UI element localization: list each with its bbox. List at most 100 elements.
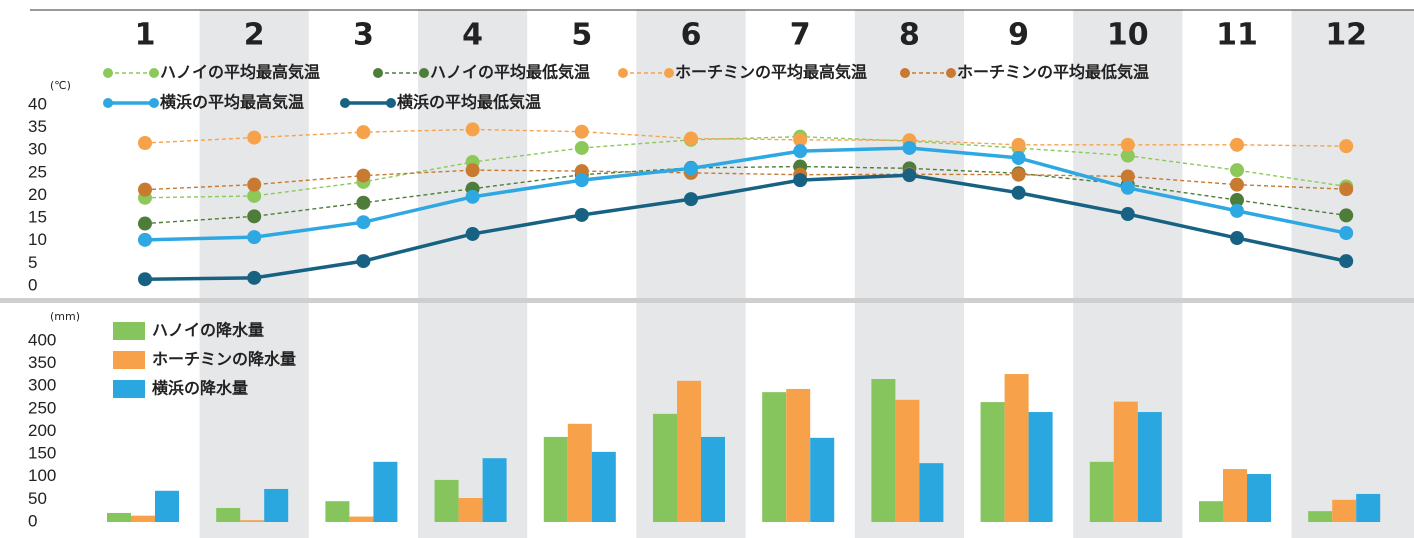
legend-swatch bbox=[113, 380, 145, 398]
month-label: 6 bbox=[681, 18, 702, 53]
point bbox=[138, 183, 152, 197]
point bbox=[1230, 138, 1244, 152]
month-label: 1 bbox=[135, 18, 156, 53]
point bbox=[684, 131, 698, 145]
y-tick-label: 15 bbox=[28, 208, 47, 227]
bar bbox=[107, 513, 131, 522]
chart: (℃) (mm) 1234567891011120510152025303540… bbox=[0, 0, 1414, 538]
y-tick-label: 35 bbox=[28, 117, 47, 136]
bar bbox=[325, 501, 349, 522]
y-tick-label: 350 bbox=[28, 353, 56, 372]
legend-marker bbox=[103, 68, 113, 78]
point bbox=[684, 192, 698, 206]
legend-label: ハノイの平均最高気温 bbox=[160, 63, 320, 82]
column-band bbox=[418, 10, 527, 538]
bar bbox=[435, 480, 459, 522]
point bbox=[575, 125, 589, 139]
bar bbox=[544, 437, 568, 522]
bar bbox=[701, 437, 725, 522]
bar bbox=[592, 452, 616, 522]
bar bbox=[871, 379, 895, 522]
bar bbox=[677, 381, 701, 522]
point bbox=[575, 141, 589, 155]
bar bbox=[1332, 500, 1356, 522]
point bbox=[1230, 178, 1244, 192]
legend-marker bbox=[149, 68, 159, 78]
legend-label: 横浜の平均最低気温 bbox=[397, 93, 541, 112]
y-tick-label: 400 bbox=[28, 330, 56, 349]
point bbox=[138, 272, 152, 286]
bar bbox=[240, 520, 264, 522]
legend-marker bbox=[149, 98, 159, 108]
point bbox=[356, 169, 370, 183]
point bbox=[466, 122, 480, 136]
bar bbox=[1090, 462, 1114, 522]
point bbox=[1012, 186, 1026, 200]
bar bbox=[653, 414, 677, 522]
bar bbox=[762, 392, 786, 522]
point bbox=[1339, 208, 1353, 222]
bar bbox=[1308, 511, 1332, 522]
month-label: 10 bbox=[1107, 18, 1149, 53]
month-label: 12 bbox=[1325, 18, 1367, 53]
y-tick-label: 0 bbox=[28, 275, 37, 294]
legend-label: ホーチミンの平均最低気温 bbox=[957, 63, 1149, 82]
point bbox=[1121, 138, 1135, 152]
y-tick-label: 30 bbox=[28, 140, 47, 159]
bar bbox=[1138, 412, 1162, 522]
bar bbox=[1223, 469, 1247, 522]
y-tick-label: 300 bbox=[28, 376, 56, 395]
bar bbox=[568, 424, 592, 522]
point bbox=[466, 163, 480, 177]
y-tick-label: 40 bbox=[28, 94, 47, 113]
legend-marker bbox=[340, 98, 350, 108]
legend-label: ホーチミンの降水量 bbox=[152, 350, 296, 369]
column-band bbox=[1292, 10, 1414, 538]
legend-swatch bbox=[113, 322, 145, 340]
point bbox=[902, 141, 916, 155]
y-axis-label: (mm) bbox=[50, 310, 80, 323]
bar bbox=[1356, 494, 1380, 522]
point bbox=[247, 178, 261, 192]
y-tick-label: 250 bbox=[28, 398, 56, 417]
legend-marker bbox=[900, 68, 910, 78]
point bbox=[575, 173, 589, 187]
legend-label: 横浜の降水量 bbox=[152, 379, 248, 398]
legend-label: ハノイの降水量 bbox=[152, 321, 264, 340]
month-label: 9 bbox=[1008, 18, 1029, 53]
bar bbox=[919, 463, 943, 522]
point bbox=[138, 217, 152, 231]
bar bbox=[1029, 412, 1053, 522]
bar bbox=[349, 517, 373, 522]
legend-marker bbox=[373, 68, 383, 78]
bar bbox=[1247, 474, 1271, 522]
point bbox=[684, 161, 698, 175]
point bbox=[1230, 163, 1244, 177]
legend-label: ハノイの平均最低気温 bbox=[430, 63, 590, 82]
point bbox=[902, 168, 916, 182]
bar bbox=[483, 458, 507, 522]
point bbox=[575, 208, 589, 222]
y-tick-label: 50 bbox=[28, 489, 47, 508]
point bbox=[793, 173, 807, 187]
legend-marker bbox=[664, 68, 674, 78]
bar bbox=[155, 491, 179, 522]
legend-marker bbox=[419, 68, 429, 78]
month-label: 11 bbox=[1216, 18, 1258, 53]
bar bbox=[373, 462, 397, 522]
legend-marker bbox=[946, 68, 956, 78]
y-tick-label: 200 bbox=[28, 421, 56, 440]
month-label: 3 bbox=[353, 18, 374, 53]
point bbox=[356, 125, 370, 139]
month-label: 4 bbox=[462, 18, 483, 53]
legend-marker bbox=[386, 98, 396, 108]
point bbox=[1230, 231, 1244, 245]
bar bbox=[895, 400, 919, 522]
y-axis-label: (℃) bbox=[50, 79, 71, 92]
point bbox=[1012, 168, 1026, 182]
point bbox=[356, 254, 370, 268]
point bbox=[466, 227, 480, 241]
bar bbox=[810, 438, 834, 522]
point bbox=[138, 233, 152, 247]
month-label: 7 bbox=[790, 18, 811, 53]
